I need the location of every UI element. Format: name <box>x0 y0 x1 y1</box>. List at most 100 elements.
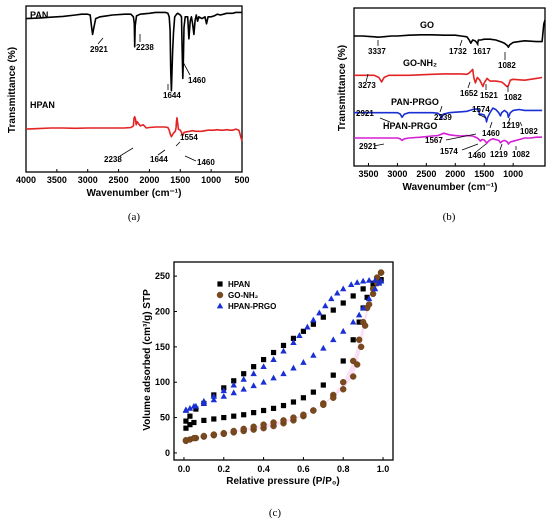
panel-b-annotation-1082: 1082 <box>504 93 522 102</box>
panel-a-annotation-2238: 2238 <box>104 155 122 164</box>
panel-a-x-tick-label: 500 <box>234 175 249 185</box>
panel-b-annotation-2921: 2921 <box>356 109 374 118</box>
panel-b-series-line-hpan-prgo <box>354 132 543 145</box>
panel-b-annotation-1082: 1082 <box>520 127 538 136</box>
panel-b-annotations: 3337 1732 1617 1082 3273 1652 1521 1082 2921 2239… <box>356 39 538 160</box>
panel-b-annotation-leader <box>475 143 487 153</box>
panel-c-point-go-nh <box>330 394 337 401</box>
panel-c-point-hpan <box>231 378 237 384</box>
panel-a-annotation-1460: 1460 <box>197 158 215 167</box>
panel-c-y-tick-label: 250 <box>155 271 170 281</box>
panel-b-annotation-1082: 1082 <box>498 61 516 70</box>
panel-b-x-tick-label: 3500 <box>358 169 378 179</box>
panel-c-point-hpan-prgo <box>328 295 335 302</box>
panel-c-point-go-nh <box>220 429 227 437</box>
panel-b-lines <box>354 19 546 145</box>
panel-b-annotation-leader <box>467 81 471 89</box>
panel-b-annotation-3273: 3273 <box>358 81 376 90</box>
panel-c-point-hpan <box>340 358 346 364</box>
panel-c-point-hpan-prgo <box>353 279 361 285</box>
panel-c-point-hpan-prgo <box>250 382 257 389</box>
panel-a-annotation-2921: 2921 <box>90 45 108 54</box>
panel-c-point-hpan <box>251 410 257 416</box>
panel-c-point-hpan <box>290 335 297 341</box>
panel-c-point-go-nh <box>200 432 208 440</box>
panel-b-annotation-leader <box>445 133 477 141</box>
panel-b-x-axis-label: Wavenumber (cm⁻¹) <box>403 182 498 193</box>
panel-a-frame <box>25 5 243 173</box>
panel-c-legend-label-hpan: HPAN <box>228 280 250 289</box>
panel-b-annotation-1732: 1732 <box>449 47 467 56</box>
panel-c-point-go-nh <box>250 423 257 430</box>
panel-b-annotation-1460: 1460 <box>468 151 486 160</box>
panel-c-point-hpan-prgo <box>220 392 227 399</box>
panel-b-annotation-leader <box>379 117 391 123</box>
panel-c-point-hpan <box>191 419 197 426</box>
panel-a-x-ticks: 4000 3500 3000 2500 2000 1500 1000 500 <box>16 169 250 185</box>
panel-c-point-hpan-prgo <box>304 323 311 330</box>
panel-b-annotation-leader <box>507 117 511 125</box>
panel-a-series-label-pan: PAN <box>30 10 48 20</box>
panel-c-x-axis-label: Relative pressure (P/P₀) <box>226 476 339 487</box>
panel-c-point-go-nh <box>340 379 347 386</box>
panel-c-point-go-nh <box>290 414 297 421</box>
panel-c-x-tick-label: 0.4 <box>257 464 270 474</box>
panel-b-annotation-leader <box>373 143 385 147</box>
panel-b-series-label-pan-prgo: PAN-PRGO <box>391 97 439 107</box>
panel-c-x-tick-label: 1.0 <box>377 464 390 474</box>
panel-c-point-hpan-prgo <box>280 347 287 354</box>
panel-c-point-hpan-prgo <box>310 351 317 358</box>
panel-b-x-tick-label: 1500 <box>474 169 494 179</box>
panel-c-point-hpan <box>330 372 336 378</box>
panel-c-point-hpan <box>251 364 257 370</box>
panel-c-point-hpan-prgo <box>365 276 373 283</box>
panel-a-annotation-leader <box>175 141 181 147</box>
panel-c-points <box>182 269 385 445</box>
panel-a-x-tick-label: 4000 <box>16 175 36 185</box>
panel-a-annotation-leader <box>184 155 197 162</box>
panel-a-annotation-leader <box>157 149 166 156</box>
panel-c-point-hpan <box>231 413 237 419</box>
panel-b-annotation-leader <box>499 143 503 151</box>
panel-b-annotation-1219: 1219 <box>502 121 520 130</box>
panel-b-annotation-leader <box>459 39 463 47</box>
panel-c-legend: HPAN GO-NH₂ HPAN-PRGO <box>216 280 276 311</box>
panel-c-point-hpan-prgo <box>300 359 307 365</box>
panel-b-frame <box>353 7 546 167</box>
panel-b-series-line-pan-prgo <box>354 107 543 123</box>
panel-c-point-hpan-prgo <box>322 302 329 309</box>
panel-c-point-hpan <box>270 349 277 356</box>
panel-b-series-label-go: GO <box>420 20 434 30</box>
panel-c-point-hpan <box>241 412 247 418</box>
panel-b-annotation-leader <box>489 121 493 129</box>
panel-c-point-hpan <box>290 399 297 405</box>
panel-c-point-hpan-prgo <box>240 385 247 392</box>
panel-b-y-axis-label: Transmittance (%) <box>337 45 348 131</box>
panel-c-point-hpan <box>310 389 316 395</box>
panel-c-legend-label-hpan-prgo: HPAN-PRGO <box>228 302 276 311</box>
panel-c-point-hpan-prgo <box>371 276 379 283</box>
panel-c-ticks: 0.0 0.2 0.4 0.6 0.8 1.0 0 50 100 150 200 250 <box>155 271 389 474</box>
panel-c-point-hpan <box>193 406 199 412</box>
panel-c-point-hpan-prgo <box>359 277 367 284</box>
panel-b-x-tick-label: 2000 <box>445 169 465 179</box>
panel-c-point-hpan-prgo <box>200 397 208 404</box>
panel-c-point-hpan <box>310 321 316 327</box>
panel-c-point-hpan <box>300 395 307 401</box>
panel-c-point-hpan <box>280 402 287 409</box>
panel-c-point-go-nh <box>365 301 373 308</box>
panel-b-x-tick-label: 3000 <box>387 169 407 179</box>
panel-c-point-hpan-prgo <box>270 374 277 381</box>
panel-b-x-ticks: 3500 3000 2500 2000 1500 1000 <box>358 163 523 179</box>
panel-a-x-tick-label: 1500 <box>170 175 190 185</box>
panel-c-frame <box>173 261 394 461</box>
panel-b-annotation-1521: 1521 <box>480 91 498 100</box>
panel-c-point-go-nh <box>353 361 361 368</box>
panel-c-point-go-nh <box>270 419 277 426</box>
panel-c-point-hpan-prgo <box>230 389 237 396</box>
panel-b-annotation-1574: 1574 <box>472 105 490 114</box>
panel-c-point-hpan <box>300 328 307 334</box>
panel-c-point-hpan-prgo <box>210 392 218 399</box>
panel-a-annotation-1644: 1644 <box>163 91 181 100</box>
panel-c-point-hpan-prgo <box>260 363 267 370</box>
